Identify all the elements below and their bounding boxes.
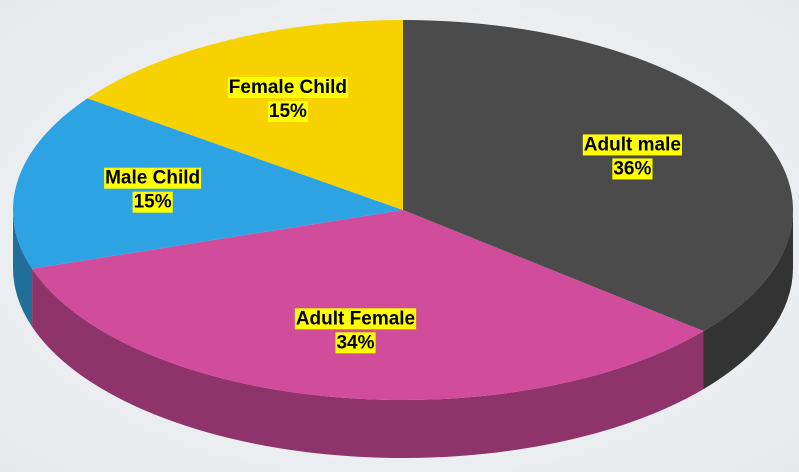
data-labels: Adult male 36% Adult Female 34% Male Child 15…: [104, 76, 682, 354]
label-highlight: [267, 100, 309, 122]
category-label: Adult Female: [296, 308, 415, 329]
label-highlight: [612, 158, 653, 180]
slice: [32, 210, 704, 400]
pie-sides: [13, 210, 793, 459]
label-highlight: [582, 134, 682, 156]
pie-tops: [12, 20, 794, 400]
data-label: Adult Female 34%: [294, 308, 417, 354]
slice-side: [703, 210, 793, 390]
value-label: 15%: [269, 101, 307, 122]
value-label: 34%: [336, 332, 374, 353]
label-highlight: [227, 76, 349, 98]
category-label: Female Child: [229, 77, 347, 98]
label-highlight: [104, 167, 202, 189]
slice-side: [32, 268, 704, 459]
value-label: 36%: [613, 158, 651, 179]
label-highlight: [132, 191, 173, 213]
slice-side: [13, 210, 33, 327]
category-label: Male Child: [105, 168, 200, 189]
data-label: Adult male 36%: [582, 134, 682, 180]
value-label: 15%: [134, 192, 172, 213]
label-highlight: [294, 308, 417, 330]
slice: [87, 20, 404, 210]
category-label: Adult male: [584, 134, 681, 155]
label-highlight: [335, 332, 376, 354]
data-label: Male Child 15%: [104, 167, 202, 213]
data-label: Female Child 15%: [227, 76, 349, 122]
slice: [12, 98, 403, 269]
slice: [403, 20, 794, 332]
